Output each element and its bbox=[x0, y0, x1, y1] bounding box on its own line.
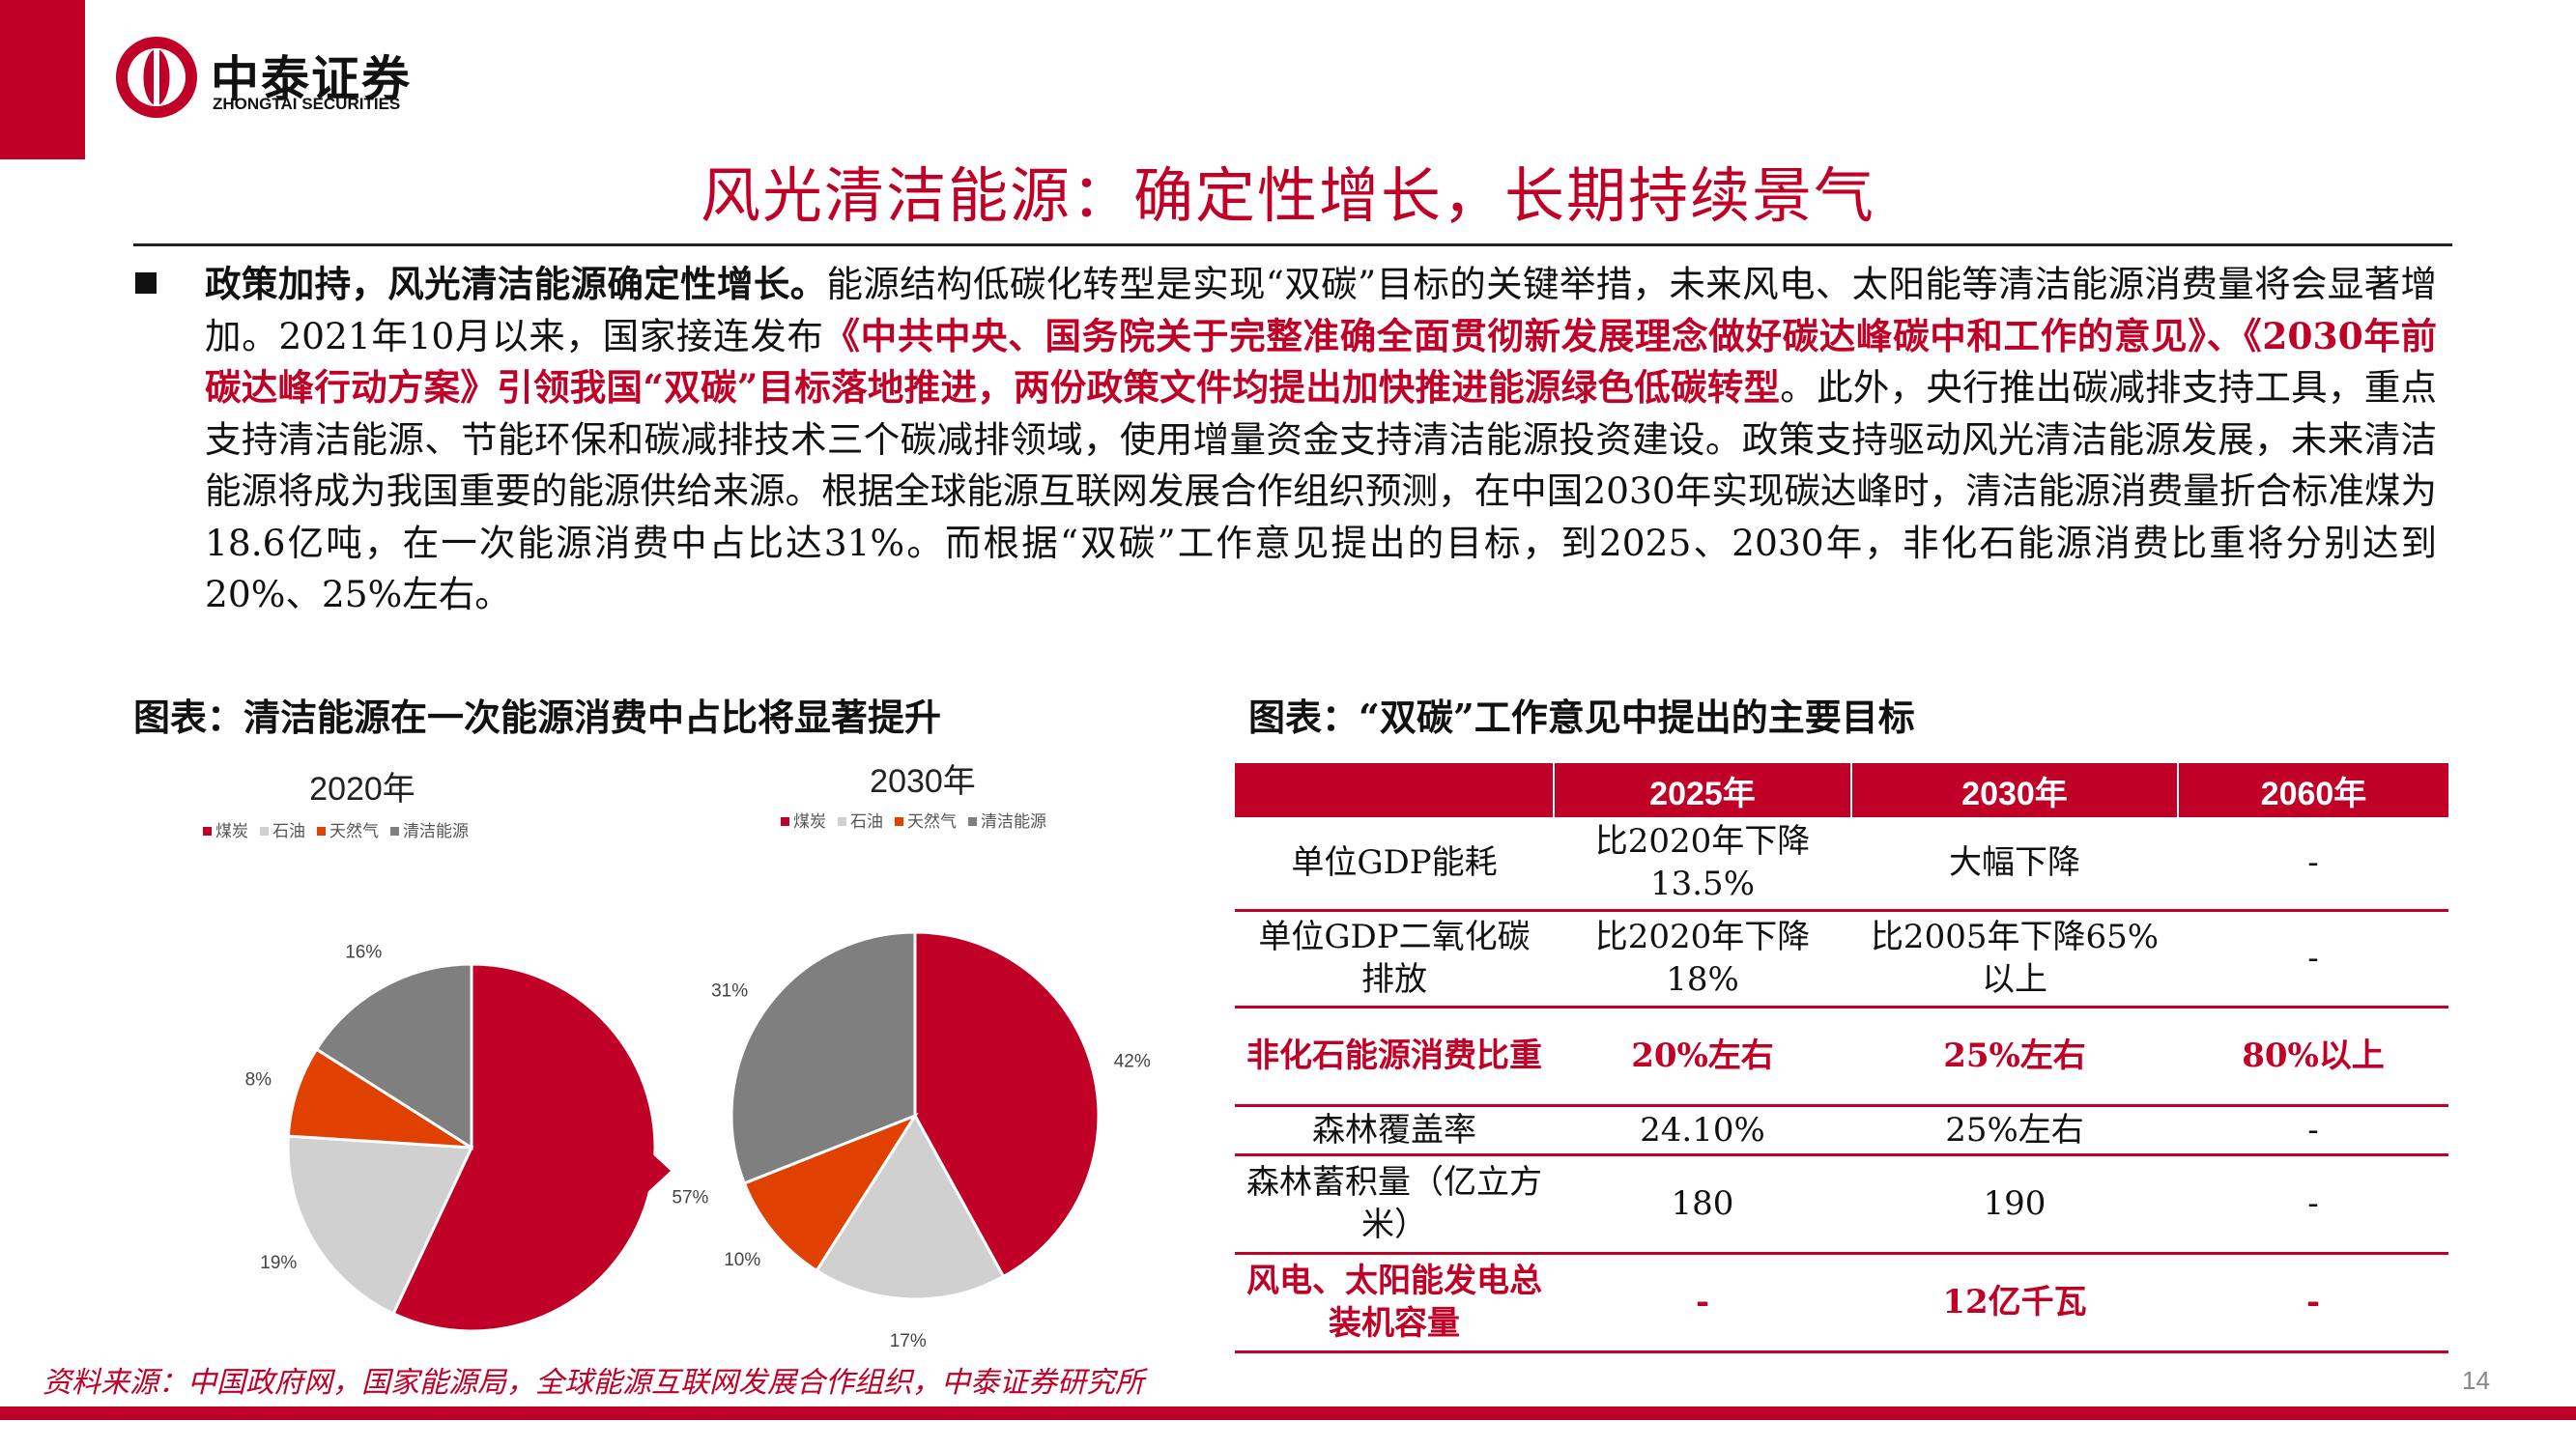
pie-data-label: 57% bbox=[672, 1188, 708, 1208]
table-cell: - bbox=[2178, 1154, 2448, 1255]
company-logo: 中泰证券 ZHONGTAI SECURITIES bbox=[114, 35, 520, 122]
pie-slice bbox=[913, 930, 1101, 1279]
row-label: 非化石能源消费比重 bbox=[1235, 1007, 1554, 1107]
footer-bar bbox=[0, 1406, 2576, 1420]
table-row: 单位GDP二氧化碳排放 比2020年下降18% 比2005年下降65%以上 - bbox=[1235, 910, 2448, 1009]
row-label: 森林蓄积量（亿立方米） bbox=[1235, 1154, 1554, 1255]
row-label: 单位GDP能耗 bbox=[1235, 817, 1554, 912]
legend-swatch bbox=[781, 817, 789, 826]
legend-label: 天然气 bbox=[329, 822, 379, 840]
table-cell: 大幅下降 bbox=[1851, 817, 2178, 912]
table-cell: - bbox=[1554, 1253, 1851, 1353]
pie-data-label: 19% bbox=[260, 1253, 297, 1273]
body-lead: 政策加持，风光清洁能源确定性增长。 bbox=[205, 263, 827, 305]
legend-label: 天然气 bbox=[907, 812, 957, 831]
legend-label: 清洁能源 bbox=[981, 812, 1046, 831]
legend-label: 清洁能源 bbox=[403, 822, 469, 840]
legend-swatch bbox=[895, 817, 903, 826]
pie-data-label: 31% bbox=[711, 981, 748, 1002]
pie-slice bbox=[815, 1113, 1006, 1301]
pie-slice bbox=[286, 1134, 474, 1316]
table-cell: 20%左右 bbox=[1554, 1007, 1851, 1107]
page-title: 风光清洁能源：确定性增长，长期持续景气 bbox=[700, 160, 1875, 231]
pie-data-label: 8% bbox=[245, 1069, 272, 1090]
legend-swatch bbox=[390, 827, 399, 836]
logo-mark-icon bbox=[116, 37, 197, 118]
row-label: 单位GDP二氧化碳排放 bbox=[1235, 910, 1554, 1009]
body-text-2: 。此外，央行推出碳减排支持工具，重点支持清洁能源、节能环保和碳减排技术三个碳减排… bbox=[205, 366, 2437, 615]
table-row: 非化石能源消费比重 20%左右 25%左右 80%以上 bbox=[1235, 1007, 2448, 1107]
page-number: 14 bbox=[2462, 1366, 2490, 1395]
table-cell: 80%以上 bbox=[2178, 1007, 2448, 1107]
table-cell: 12亿千瓦 bbox=[1851, 1253, 2178, 1353]
table-cell: - bbox=[2178, 1253, 2448, 1353]
pie-slice bbox=[742, 1112, 919, 1273]
row-label: 风电、太阳能发电总装机容量 bbox=[1235, 1253, 1554, 1353]
body-paragraph: 政策加持，风光清洁能源确定性增长。能源结构低碳化转型是实现“双碳”目标的关键举措… bbox=[205, 259, 2437, 621]
table-cell: 25%左右 bbox=[1851, 1007, 2178, 1107]
table-cell: 24.10% bbox=[1554, 1105, 1851, 1156]
pie-data-label: 42% bbox=[1114, 1051, 1151, 1071]
legend-label: 石油 bbox=[850, 812, 883, 831]
table-cell: 比2020年下降18% bbox=[1554, 910, 1851, 1009]
table-row: 风电、太阳能发电总装机容量 - 12亿千瓦 - bbox=[1235, 1253, 2448, 1353]
table-cell: 25%左右 bbox=[1851, 1105, 2178, 1156]
table-header-cell bbox=[1235, 763, 1555, 817]
legend-swatch bbox=[838, 817, 846, 826]
title-divider bbox=[133, 243, 2452, 246]
table-header-cell: 2060年 bbox=[2178, 763, 2448, 817]
brand-side-bar bbox=[0, 0, 85, 159]
table-cell: 比2005年下降65%以上 bbox=[1851, 910, 2178, 1009]
legend-swatch bbox=[203, 827, 212, 836]
pie-data-label: 17% bbox=[890, 1331, 927, 1351]
legend-swatch bbox=[260, 827, 269, 836]
pie-data-label: 16% bbox=[345, 943, 382, 963]
table-cell: 180 bbox=[1554, 1154, 1851, 1255]
legend-swatch bbox=[317, 827, 326, 836]
table-row: 单位GDP能耗 比2020年下降13.5% 大幅下降 - bbox=[1235, 817, 2448, 912]
table-cell: - bbox=[2178, 817, 2448, 912]
table-row: 森林覆盖率 24.10% 25%左右 - bbox=[1235, 1105, 2448, 1156]
table-header-row: 2025年 2030年 2060年 bbox=[1235, 763, 2448, 817]
row-label: 森林覆盖率 bbox=[1235, 1105, 1554, 1156]
table-cell: - bbox=[2178, 910, 2448, 1009]
legend-label: 煤炭 bbox=[215, 822, 248, 840]
table-header-cell: 2030年 bbox=[1851, 763, 2179, 817]
arrow-right-icon bbox=[618, 1148, 671, 1194]
chart-caption: 图表：清洁能源在一次能源消费中占比将显著提升 bbox=[133, 696, 942, 739]
pie-data-label: 10% bbox=[724, 1250, 760, 1270]
pie-slice bbox=[314, 962, 473, 1151]
table-caption: 图表：“双碳”工作意见中提出的主要目标 bbox=[1248, 696, 1915, 739]
source-note: 资料来源：中国政府网，国家能源局，全球能源互联网发展合作组织，中泰证券研究所 bbox=[43, 1366, 1144, 1400]
table-cell: - bbox=[2178, 1105, 2448, 1156]
brand-name-en: ZHONGTAI SECURITIES bbox=[213, 95, 401, 113]
pie-title: 2030年 bbox=[870, 763, 976, 800]
legend-label: 煤炭 bbox=[793, 812, 826, 831]
body-highlight: 《中共中央、国务院关于完整准确全面贯彻新发展理念做好碳达峰碳中和工作的意见》、《… bbox=[205, 314, 2437, 410]
table-header-cell: 2025年 bbox=[1554, 763, 1852, 817]
bullet-square-icon bbox=[135, 272, 157, 294]
pie-slice bbox=[286, 1047, 472, 1150]
table-row: 森林蓄积量（亿立方米） 180 190 - bbox=[1235, 1154, 2448, 1255]
body-text-1: 能源结构低碳化转型是实现“双碳”目标的关键举措，未来风电、太阳能等清洁能源消费量… bbox=[205, 263, 2438, 357]
energy-mix-pie-charts: 2020年煤炭 石油 天然气 清洁能源57%19%8%16%2030年煤炭 石油 天然气清… bbox=[203, 763, 1151, 1351]
legend-label: 石油 bbox=[272, 822, 305, 840]
pie-slice bbox=[730, 930, 917, 1185]
brand-name-cn: 中泰证券 bbox=[211, 51, 412, 107]
pie-title: 2020年 bbox=[309, 771, 415, 808]
table-cell: 比2020年下降13.5% bbox=[1554, 817, 1851, 912]
targets-table: 2025年 2030年 2060年 单位GDP能耗 比2020年下降13.5% … bbox=[1235, 763, 2448, 1353]
legend-swatch bbox=[968, 817, 977, 826]
table-cell: 190 bbox=[1851, 1154, 2178, 1255]
